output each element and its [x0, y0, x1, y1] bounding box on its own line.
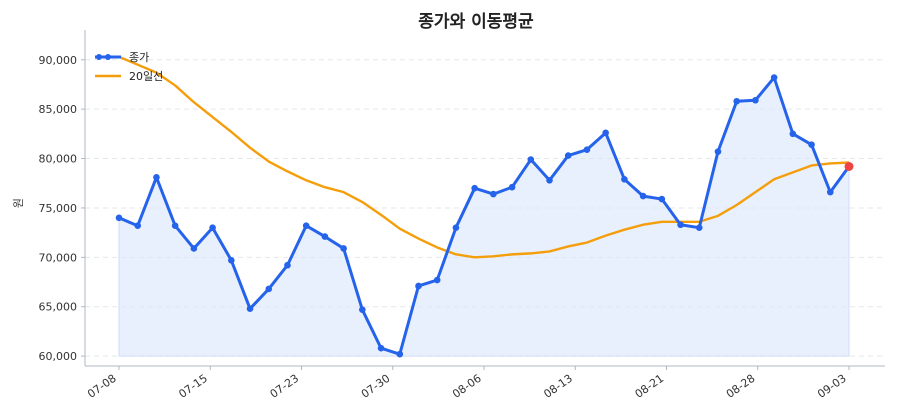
- x-tick-label: 08-28: [724, 372, 758, 401]
- close-point: [602, 129, 609, 137]
- legend-close-marker: [96, 54, 102, 60]
- close-area-fill: [118, 76, 850, 357]
- y-tick-label: 65,000: [39, 301, 78, 314]
- y-tick-labels: 60,000 65,000 70,000 75,000 80,000 85,000 90,0…: [39, 54, 85, 363]
- x-tick-label: 07-08: [85, 372, 119, 401]
- chart-title: 종가와 이동평균: [418, 12, 534, 32]
- close-point: [209, 224, 216, 231]
- x-tick-label: 08-06: [450, 372, 484, 401]
- y-tick-label: 60,000: [39, 350, 78, 363]
- close-point: [490, 190, 497, 198]
- close-point: [396, 350, 404, 358]
- close-point: [359, 306, 366, 313]
- close-point: [134, 222, 142, 230]
- close-point: [433, 276, 441, 284]
- ma20-line: [118, 55, 850, 259]
- x-tick-labels: 07-08 07-15 07-23 07-30 08-06 08-13 08-21 08-28…: [85, 366, 850, 401]
- close-point: [171, 222, 179, 230]
- close-point: [695, 224, 703, 231]
- close-point: [770, 74, 778, 81]
- close-point: [733, 97, 740, 105]
- y-tick-label: 70,000: [39, 251, 78, 264]
- close-point: [639, 192, 647, 200]
- y-axis-title: 원: [12, 198, 25, 208]
- y-tick-label: 80,000: [39, 153, 78, 166]
- close-point: [265, 285, 273, 293]
- close-series: [115, 74, 854, 358]
- close-point: [246, 305, 254, 313]
- legend: 종가 20일선: [95, 51, 163, 83]
- close-point: [583, 146, 591, 153]
- y-tick-label: 85,000: [39, 103, 78, 116]
- x-tick-label: 07-23: [268, 372, 302, 401]
- close-point: [752, 96, 759, 104]
- close-area: [118, 76, 850, 357]
- close-point: [546, 176, 553, 184]
- close-point: [621, 175, 628, 183]
- close-point: [321, 233, 329, 240]
- close-point: [808, 141, 815, 149]
- close-point: [284, 261, 291, 269]
- close-point: [826, 188, 834, 196]
- legend-ma20-label: 20일선: [129, 69, 163, 83]
- close-point: [508, 183, 516, 191]
- close-point: [677, 221, 684, 229]
- close-point: [377, 344, 385, 352]
- y-tick-label: 75,000: [39, 202, 78, 215]
- close-point: [789, 130, 797, 138]
- close-point: [564, 152, 572, 159]
- close-point: [302, 222, 310, 230]
- close-point: [115, 214, 123, 222]
- x-tick-label: 08-13: [541, 372, 575, 401]
- x-tick-label: 07-15: [176, 372, 210, 401]
- close-point: [153, 174, 160, 181]
- close-point: [714, 148, 722, 155]
- close-point: [452, 224, 460, 231]
- close-point: [228, 256, 235, 264]
- legend-close-marker: [105, 54, 111, 60]
- close-point: [658, 195, 666, 203]
- close-point: [415, 282, 422, 290]
- close-point: [340, 245, 347, 252]
- last-close-point: [844, 161, 854, 171]
- close-point: [471, 184, 478, 192]
- axes: [84, 30, 885, 367]
- ma20-series: [118, 55, 850, 259]
- y-tick-label: 90,000: [39, 54, 78, 67]
- x-tick-label: 09-03: [815, 372, 849, 401]
- x-tick-label: 07-30: [359, 372, 393, 401]
- close-line: [118, 76, 851, 356]
- close-point: [527, 156, 535, 163]
- close-point: [190, 245, 198, 252]
- x-tick-label: 08-21: [633, 372, 667, 401]
- legend-close-label: 종가: [129, 51, 149, 64]
